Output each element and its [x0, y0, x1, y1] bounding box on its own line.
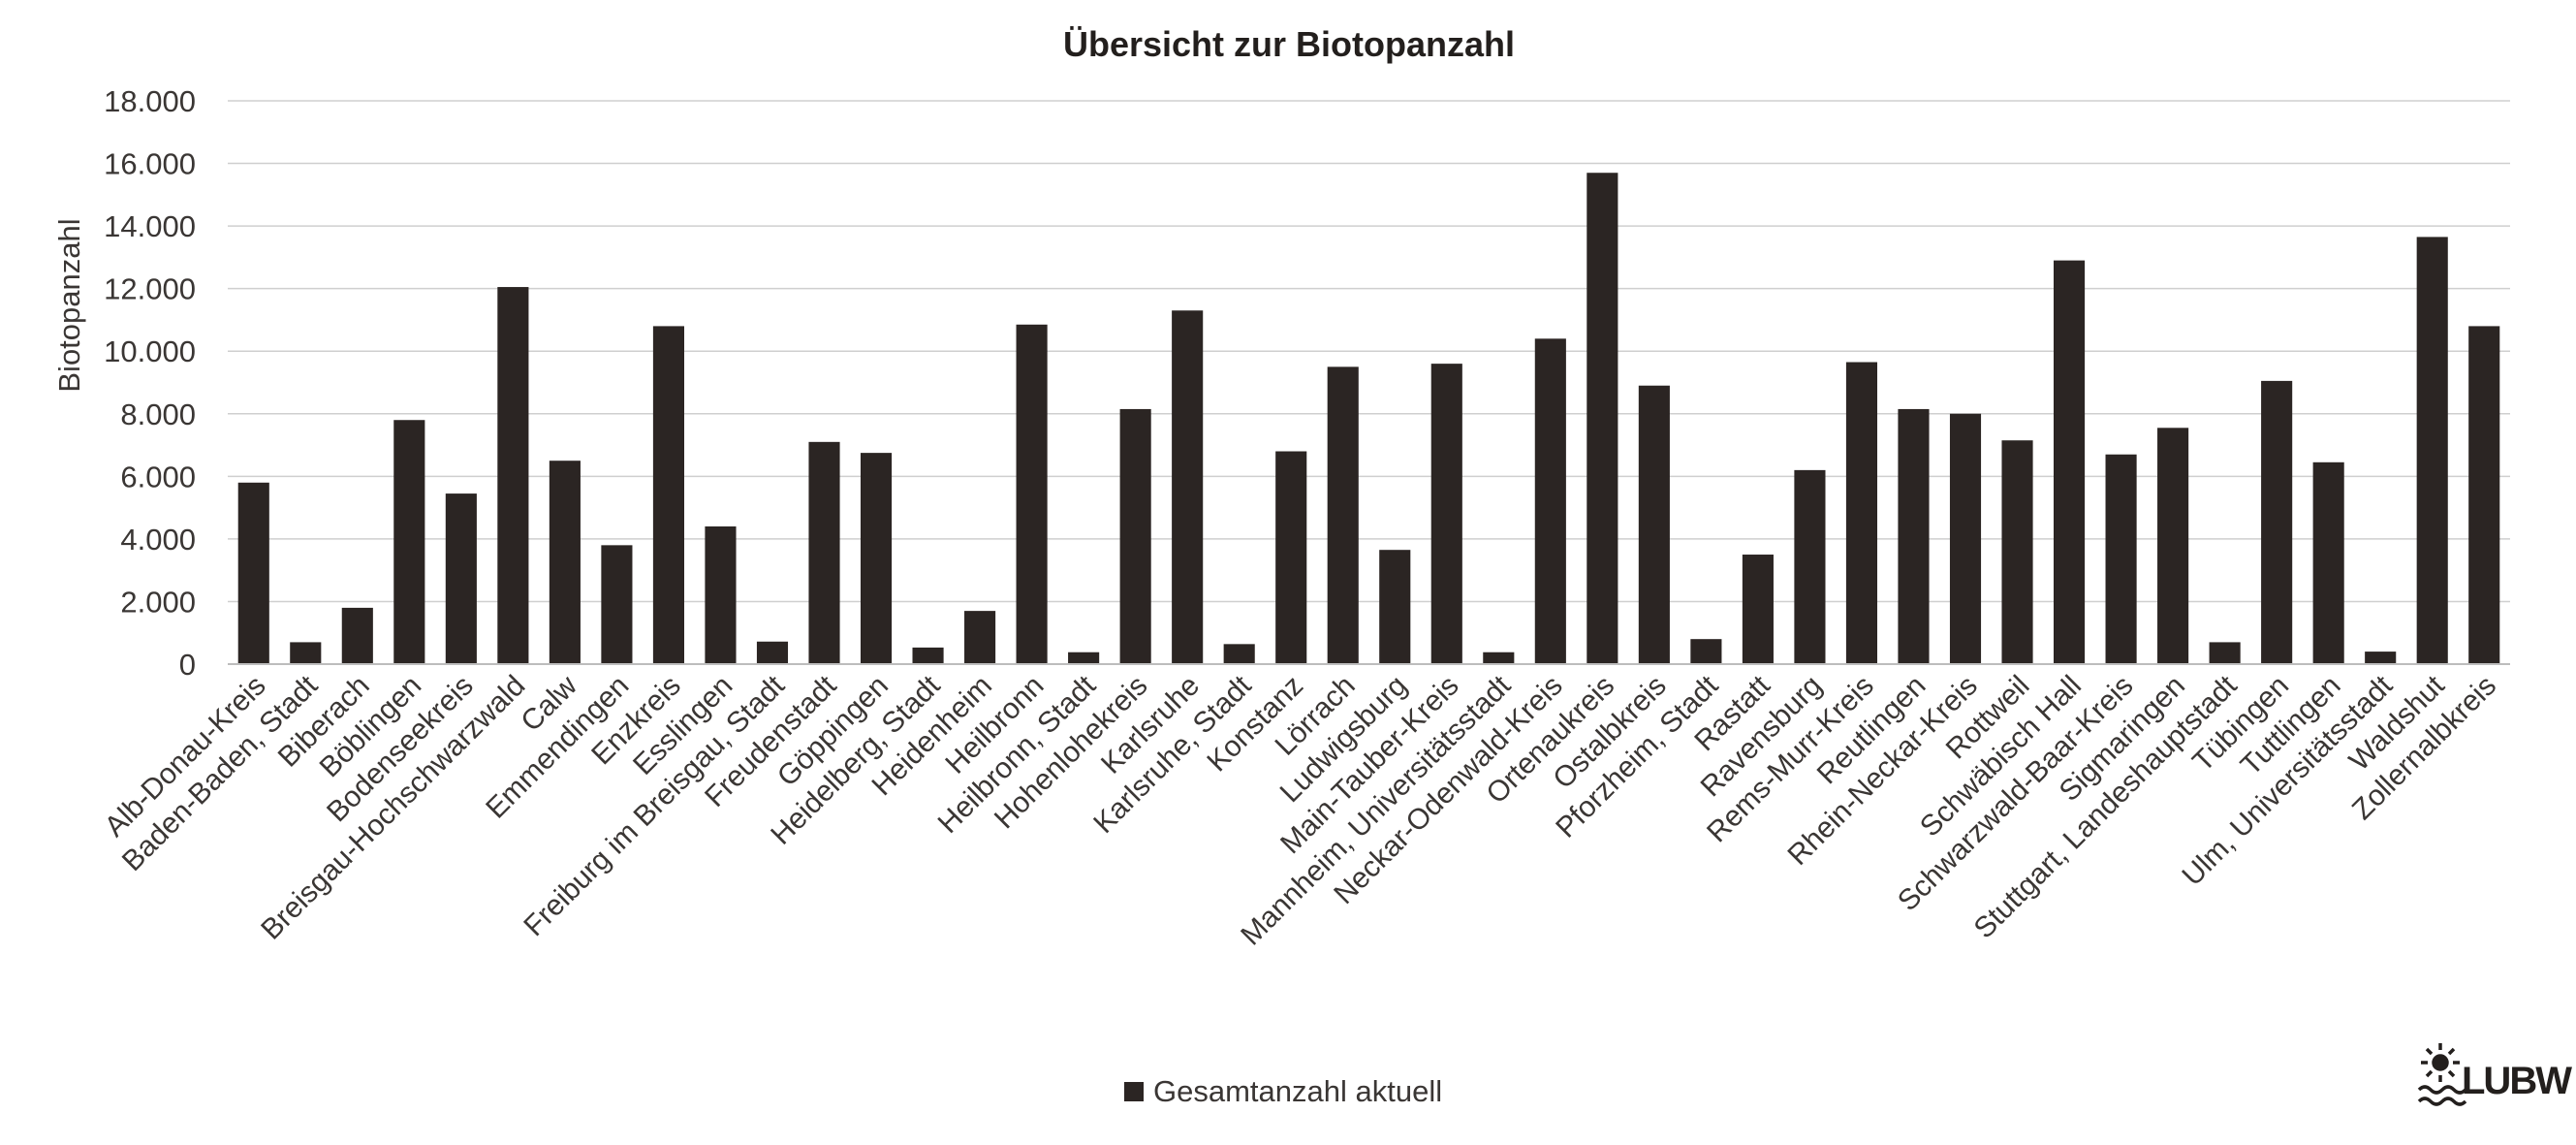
waves-icon [2417, 1085, 2467, 1106]
bar [1845, 362, 1878, 664]
bar [1586, 173, 1618, 664]
bar [2157, 428, 2189, 664]
bar [1068, 652, 1100, 664]
bar [2365, 652, 2397, 664]
y-tick-label: 12.000 [104, 272, 196, 306]
y-tick-label: 0 [179, 648, 196, 682]
bar [860, 453, 893, 664]
bar [1690, 639, 1722, 664]
y-tick-label: 10.000 [104, 334, 196, 368]
legend: Gesamtanzahl aktuell [1124, 1074, 1442, 1108]
y-tick-label: 14.000 [104, 209, 196, 243]
bar [705, 525, 737, 664]
bar [549, 461, 581, 664]
bar [1949, 413, 1982, 664]
bar [1223, 644, 1255, 664]
bar [2312, 461, 2344, 664]
bar [1638, 385, 1670, 664]
bar [445, 493, 477, 664]
bar [1794, 469, 1826, 664]
bar [2105, 454, 2137, 664]
bar [1430, 364, 1462, 664]
bar [964, 611, 996, 664]
bar [652, 326, 684, 664]
bar [1016, 324, 1048, 664]
bar [2416, 237, 2448, 665]
bar [808, 441, 840, 664]
bar [290, 642, 322, 664]
bar [1534, 338, 1566, 664]
bar [2054, 260, 2086, 664]
y-tick-label: 4.000 [120, 523, 196, 557]
y-tick-label: 2.000 [120, 585, 196, 619]
bar [1275, 451, 1307, 664]
chart-title: Übersicht zur Biotopanzahl [1063, 24, 1515, 64]
bar [1172, 310, 1204, 664]
bar [393, 420, 425, 664]
bar [2001, 440, 2033, 664]
bar [341, 607, 373, 664]
y-axis-ticks: 0 2.000 4.000 6.000 8.000 10.000 12.000 14.000 1… [104, 84, 196, 682]
logo-wordmark: LUBW [2462, 1060, 2572, 1102]
bar [2261, 380, 2293, 664]
legend-label: Gesamtanzahl aktuell [1153, 1074, 1442, 1108]
bar [1327, 366, 1359, 664]
y-tick-label: 6.000 [120, 460, 196, 493]
bar [2209, 642, 2241, 664]
y-tick-label: 18.000 [104, 84, 196, 118]
lubw-logo: LUBW [2417, 1043, 2574, 1106]
bars [237, 173, 2500, 665]
bar [1742, 555, 1774, 664]
bar [1119, 408, 1151, 664]
bar [756, 641, 789, 664]
bar [1898, 408, 1930, 664]
bar [1483, 652, 1515, 664]
bar [1379, 550, 1411, 664]
y-tick-label: 8.000 [120, 398, 196, 431]
bar [497, 287, 529, 664]
legend-swatch [1124, 1082, 1144, 1101]
bar [912, 647, 944, 664]
y-tick-label: 16.000 [104, 147, 196, 181]
bar [601, 545, 633, 664]
gridlines [228, 100, 2510, 603]
bar [2468, 326, 2500, 664]
y-axis-label: Biotopanzahl [52, 218, 86, 392]
sun-icon [2421, 1043, 2460, 1082]
bar [237, 482, 269, 664]
